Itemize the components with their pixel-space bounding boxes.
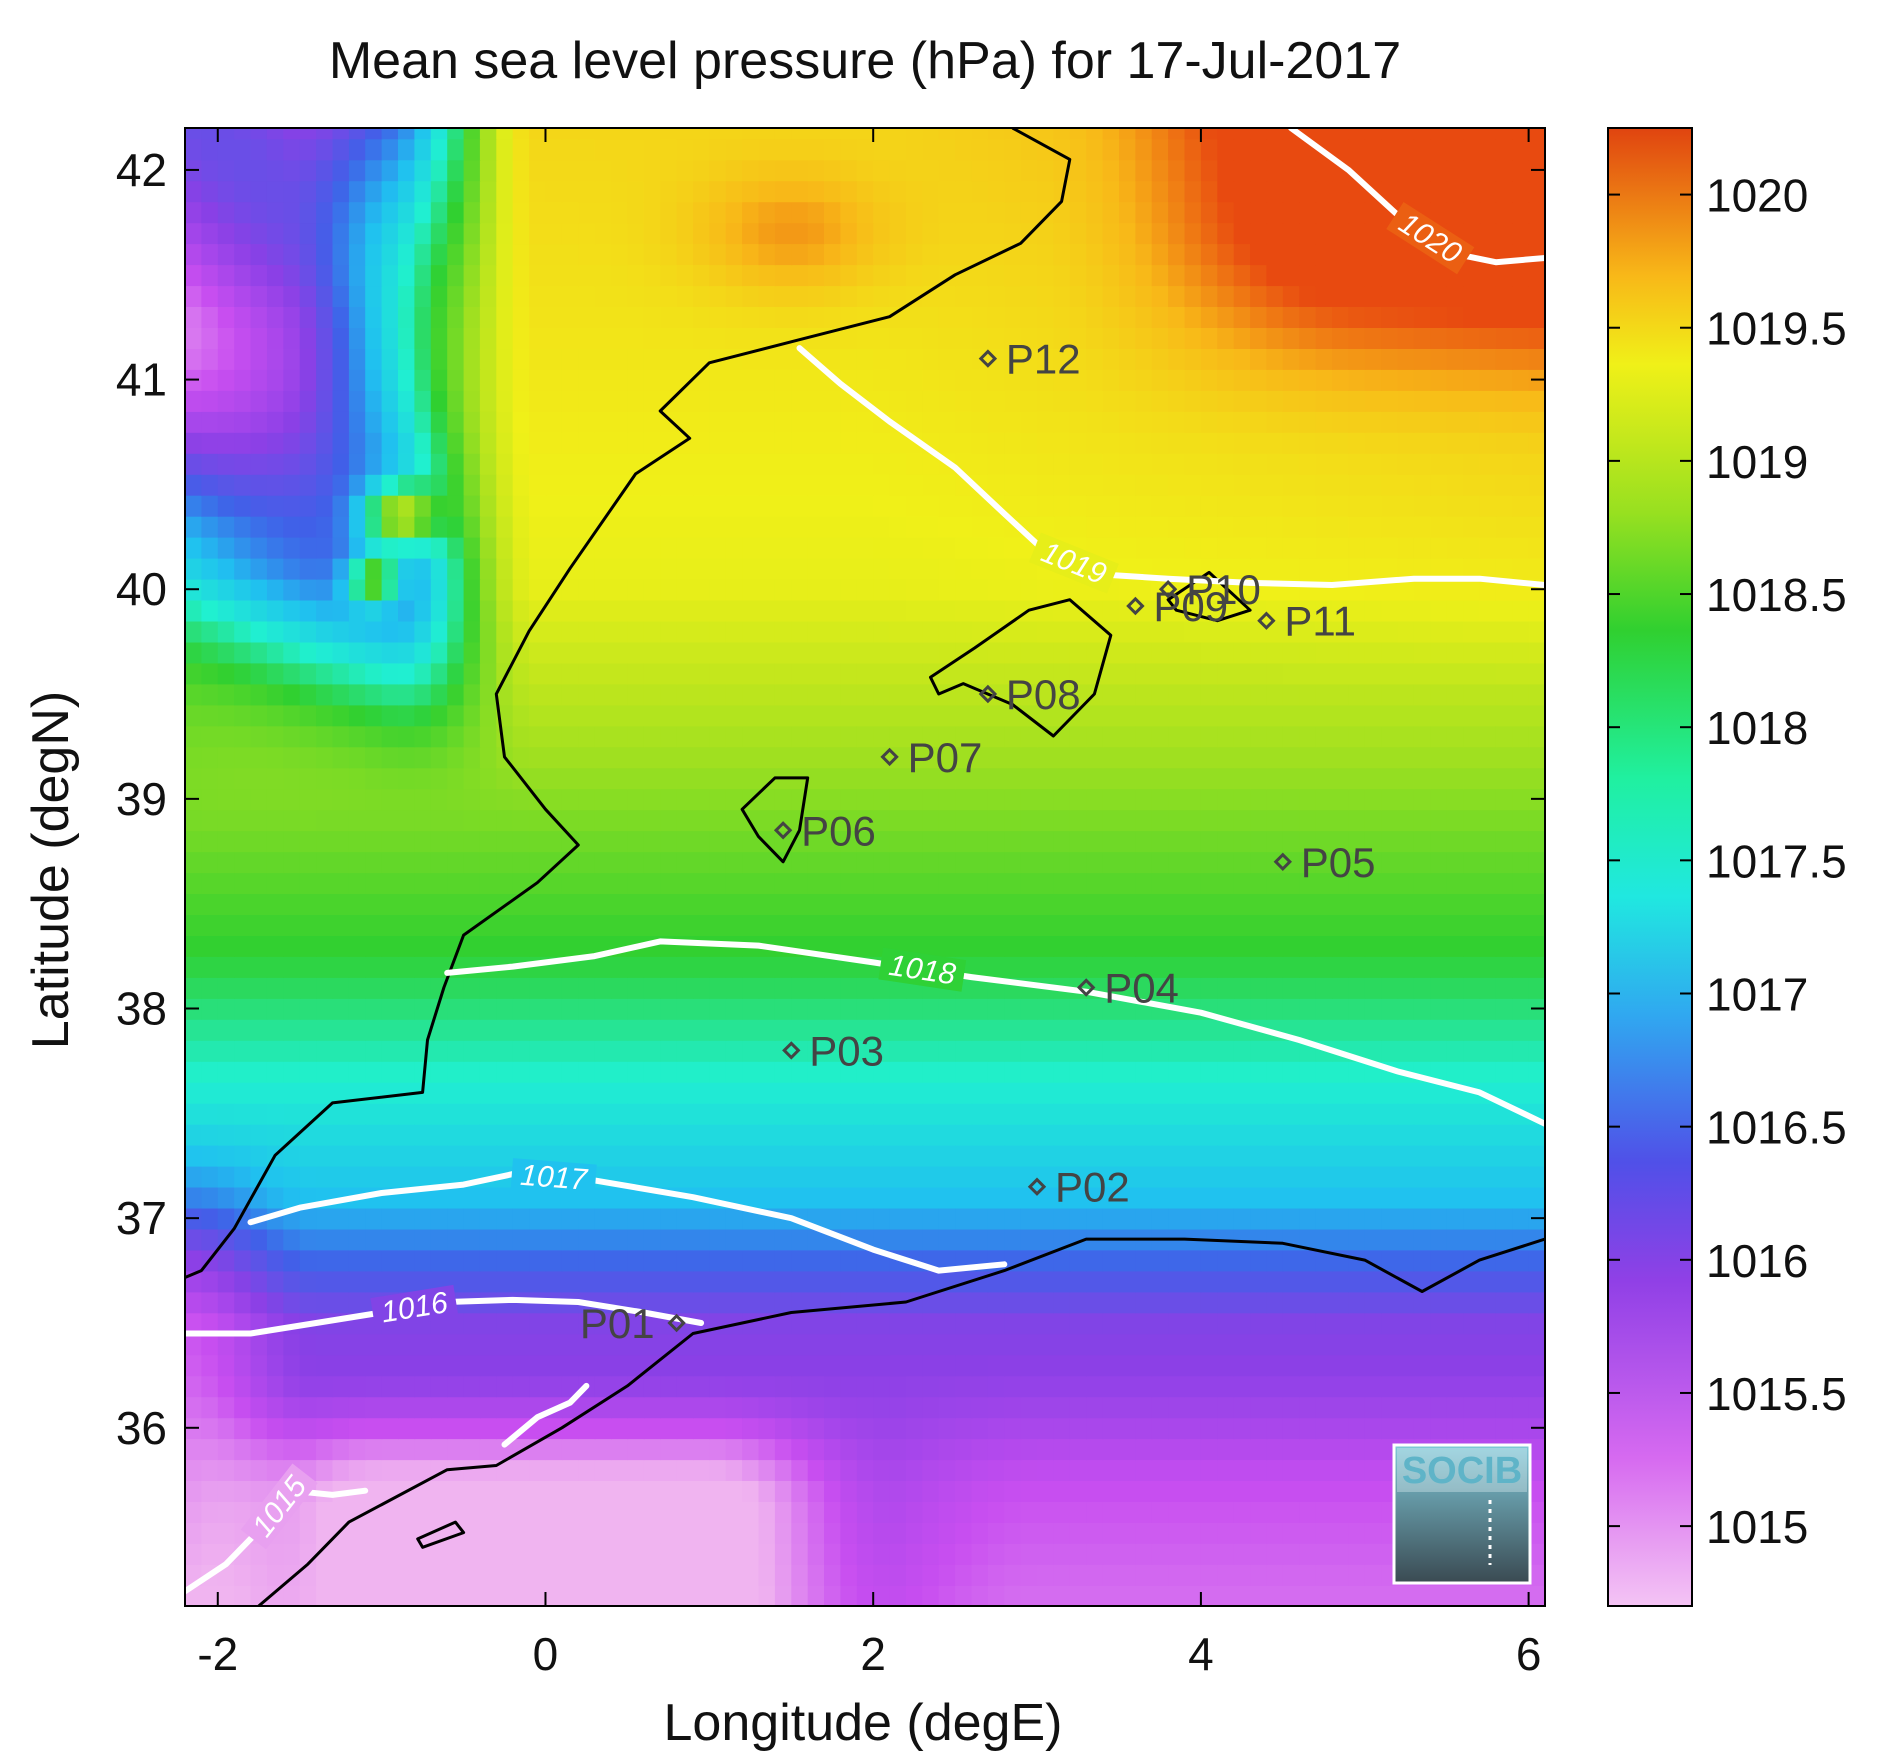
- station-marker-p07: [880, 747, 899, 767]
- islet-south: [416, 1520, 466, 1549]
- colorbar-tick-label-3: 1016.5: [1706, 1102, 1847, 1154]
- colorbar-tick-label-0: 1015: [1706, 1501, 1808, 1553]
- station-label-p07: P07: [908, 734, 983, 781]
- y-tick-label-6: 42: [116, 144, 167, 196]
- x-tick-label-3: 4: [1188, 1628, 1214, 1680]
- colorbar-tick-label-9: 1019.5: [1706, 303, 1847, 355]
- station-marker-p11: [1257, 611, 1276, 630]
- station-marker-p08: [978, 684, 998, 704]
- colorbar-tick-label-5: 1017.5: [1706, 835, 1847, 887]
- colorbar-tick-label-2: 1016: [1706, 1235, 1808, 1287]
- station-marker-p03: [782, 1041, 801, 1060]
- station-label-p12: P12: [1006, 336, 1081, 383]
- station-marker-p04: [1077, 978, 1096, 997]
- station-marker-p09: [1126, 596, 1145, 616]
- coastline-north-africa: [257, 1237, 1545, 1606]
- isobar-1018-4: [444, 938, 1545, 1127]
- colorbar-tick-label-7: 1018.5: [1706, 569, 1847, 621]
- station-label-p06: P06: [801, 807, 876, 854]
- colorbar: [1607, 127, 1693, 1607]
- y-tick-label-5: 41: [116, 354, 167, 406]
- y-tick-label-4: 40: [116, 563, 167, 615]
- colorbar-tick-label-10: 1020: [1706, 170, 1808, 222]
- station-label-p10: P10: [1186, 566, 1261, 613]
- colorbar-tick-label-1: 1015.5: [1706, 1368, 1847, 1420]
- chart-title: Mean sea level pressure (hPa) for 17-Jul…: [329, 32, 1401, 90]
- island-ibiza: [740, 776, 810, 864]
- station-label-p02: P02: [1055, 1164, 1130, 1211]
- station-marker-p12: [978, 349, 998, 368]
- station-label-p09: P09: [1153, 583, 1228, 630]
- station-label-p04: P04: [1104, 965, 1179, 1012]
- x-axis-label: Longitude (degE): [664, 1694, 1063, 1752]
- colorbar-ticks: 1015 1015.5 1016 1016.5 1017 1017.5 1018 1018.5…: [1608, 170, 1847, 1553]
- station-label-p03: P03: [809, 1027, 884, 1074]
- x-tick-label-0: -2: [197, 1628, 238, 1680]
- station-marker-p06: [773, 821, 793, 840]
- y-axis-label: Latitude (degN): [22, 691, 80, 1049]
- y-axis-ticks: 36 37 38 39 40 41 42: [116, 144, 1545, 1454]
- station-marker-p02: [1027, 1177, 1047, 1196]
- island-mallorca: [929, 598, 1113, 738]
- station-label-p05: P05: [1301, 839, 1376, 886]
- coastline-iberia: [185, 128, 1072, 1280]
- isobar-1016-2: [501, 1382, 590, 1448]
- map-frame: [184, 127, 1546, 1607]
- x-tick-label-4: 6: [1516, 1628, 1542, 1680]
- logo-text: SOCIB: [1402, 1450, 1522, 1492]
- y-tick-label-2: 38: [116, 983, 167, 1035]
- station-marker-p05: [1273, 852, 1292, 871]
- station-label-p01: P01: [580, 1300, 655, 1347]
- y-tick-label-1: 37: [116, 1192, 167, 1244]
- station-label-p08: P08: [1006, 671, 1081, 718]
- island-menorca: [1166, 570, 1252, 623]
- station-label-p11: P11: [1284, 598, 1356, 645]
- socib-logo: SOCIB: [1392, 1443, 1532, 1585]
- isobar-label-1017: 1017: [519, 1159, 589, 1197]
- station-marker-p10: [1158, 580, 1178, 599]
- station-marker-p01: [667, 1313, 686, 1333]
- x-tick-label-2: 2: [860, 1628, 886, 1680]
- coastline: [185, 128, 1545, 1606]
- colorbar-tick-label-6: 1018: [1706, 702, 1808, 754]
- colorbar-tick-label-4: 1017: [1706, 968, 1808, 1020]
- x-axis-ticks: -2 0 2 4 6: [197, 128, 1541, 1680]
- y-tick-label-0: 36: [116, 1402, 167, 1454]
- colorbar-tick-label-8: 1019: [1706, 436, 1808, 488]
- x-tick-label-1: 0: [533, 1628, 559, 1680]
- y-tick-label-3: 39: [116, 773, 167, 825]
